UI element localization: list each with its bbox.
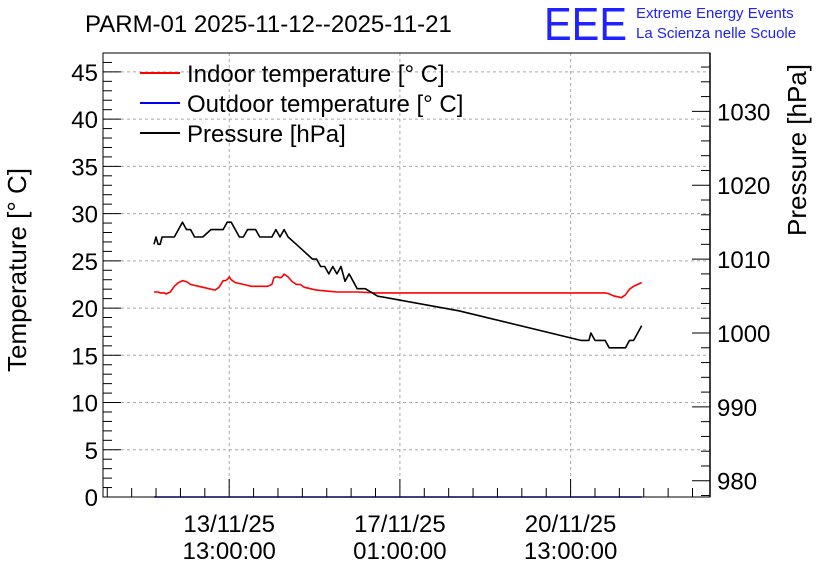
brand-line-1: Extreme Energy Events <box>636 5 794 22</box>
right-tick-label: 1020 <box>717 173 770 200</box>
chart-title: PARM-01 2025-11-12--2025-11-21 <box>85 11 452 38</box>
x-tick-time: 01:00:00 <box>353 538 446 565</box>
brand-line-2: La Scienza nelle Scuole <box>636 25 796 42</box>
left-tick-label: 20 <box>71 296 98 323</box>
legend-label: Indoor temperature [° C] <box>187 61 445 88</box>
left-tick-label: 10 <box>71 391 98 418</box>
x-axis-ticks: 13/11/2513:00:0017/11/2501:00:0020/11/25… <box>106 479 694 565</box>
left-tick-label: 40 <box>71 107 98 134</box>
legend-label: Pressure [hPa] <box>187 121 346 148</box>
right-tick-label: 980 <box>717 469 757 496</box>
left-tick-label: 25 <box>71 249 98 276</box>
right-tick-label: 1030 <box>717 99 770 126</box>
legend: Indoor temperature [° C] Outdoor temperat… <box>140 61 463 148</box>
left-tick-label: 5 <box>85 438 98 465</box>
x-tick-date: 17/11/25 <box>354 511 446 538</box>
right-tick-label: 990 <box>717 395 757 422</box>
pressure-line <box>153 221 643 349</box>
x-tick-time: 13:00:00 <box>524 538 617 565</box>
x-tick-date: 13/11/25 <box>183 511 275 538</box>
right-tick-label: 1010 <box>717 247 770 274</box>
left-tick-label: 35 <box>71 154 98 181</box>
right-axis-ticks: 980 990 1000 1010 1020 1030 <box>692 66 770 497</box>
x-tick-date: 20/11/25 <box>525 511 617 538</box>
right-axis-label: Pressure [hPa] <box>782 64 812 236</box>
eee-logo: EEE <box>544 0 627 50</box>
legend-label: Outdoor temperature [° C] <box>187 91 463 118</box>
left-axis-label: Temperature [° C] <box>2 168 32 372</box>
left-tick-label: 15 <box>71 343 98 370</box>
left-tick-label: 45 <box>71 60 98 87</box>
right-tick-label: 1000 <box>717 321 770 348</box>
left-tick-label: 0 <box>85 485 98 512</box>
left-tick-label: 30 <box>71 202 98 229</box>
left-axis-ticks: 0 5 10 15 20 25 30 35 40 45 <box>71 52 121 512</box>
x-tick-time: 13:00:00 <box>182 538 275 565</box>
indoor-temperature-line <box>154 273 643 299</box>
grid-lines <box>103 53 710 497</box>
